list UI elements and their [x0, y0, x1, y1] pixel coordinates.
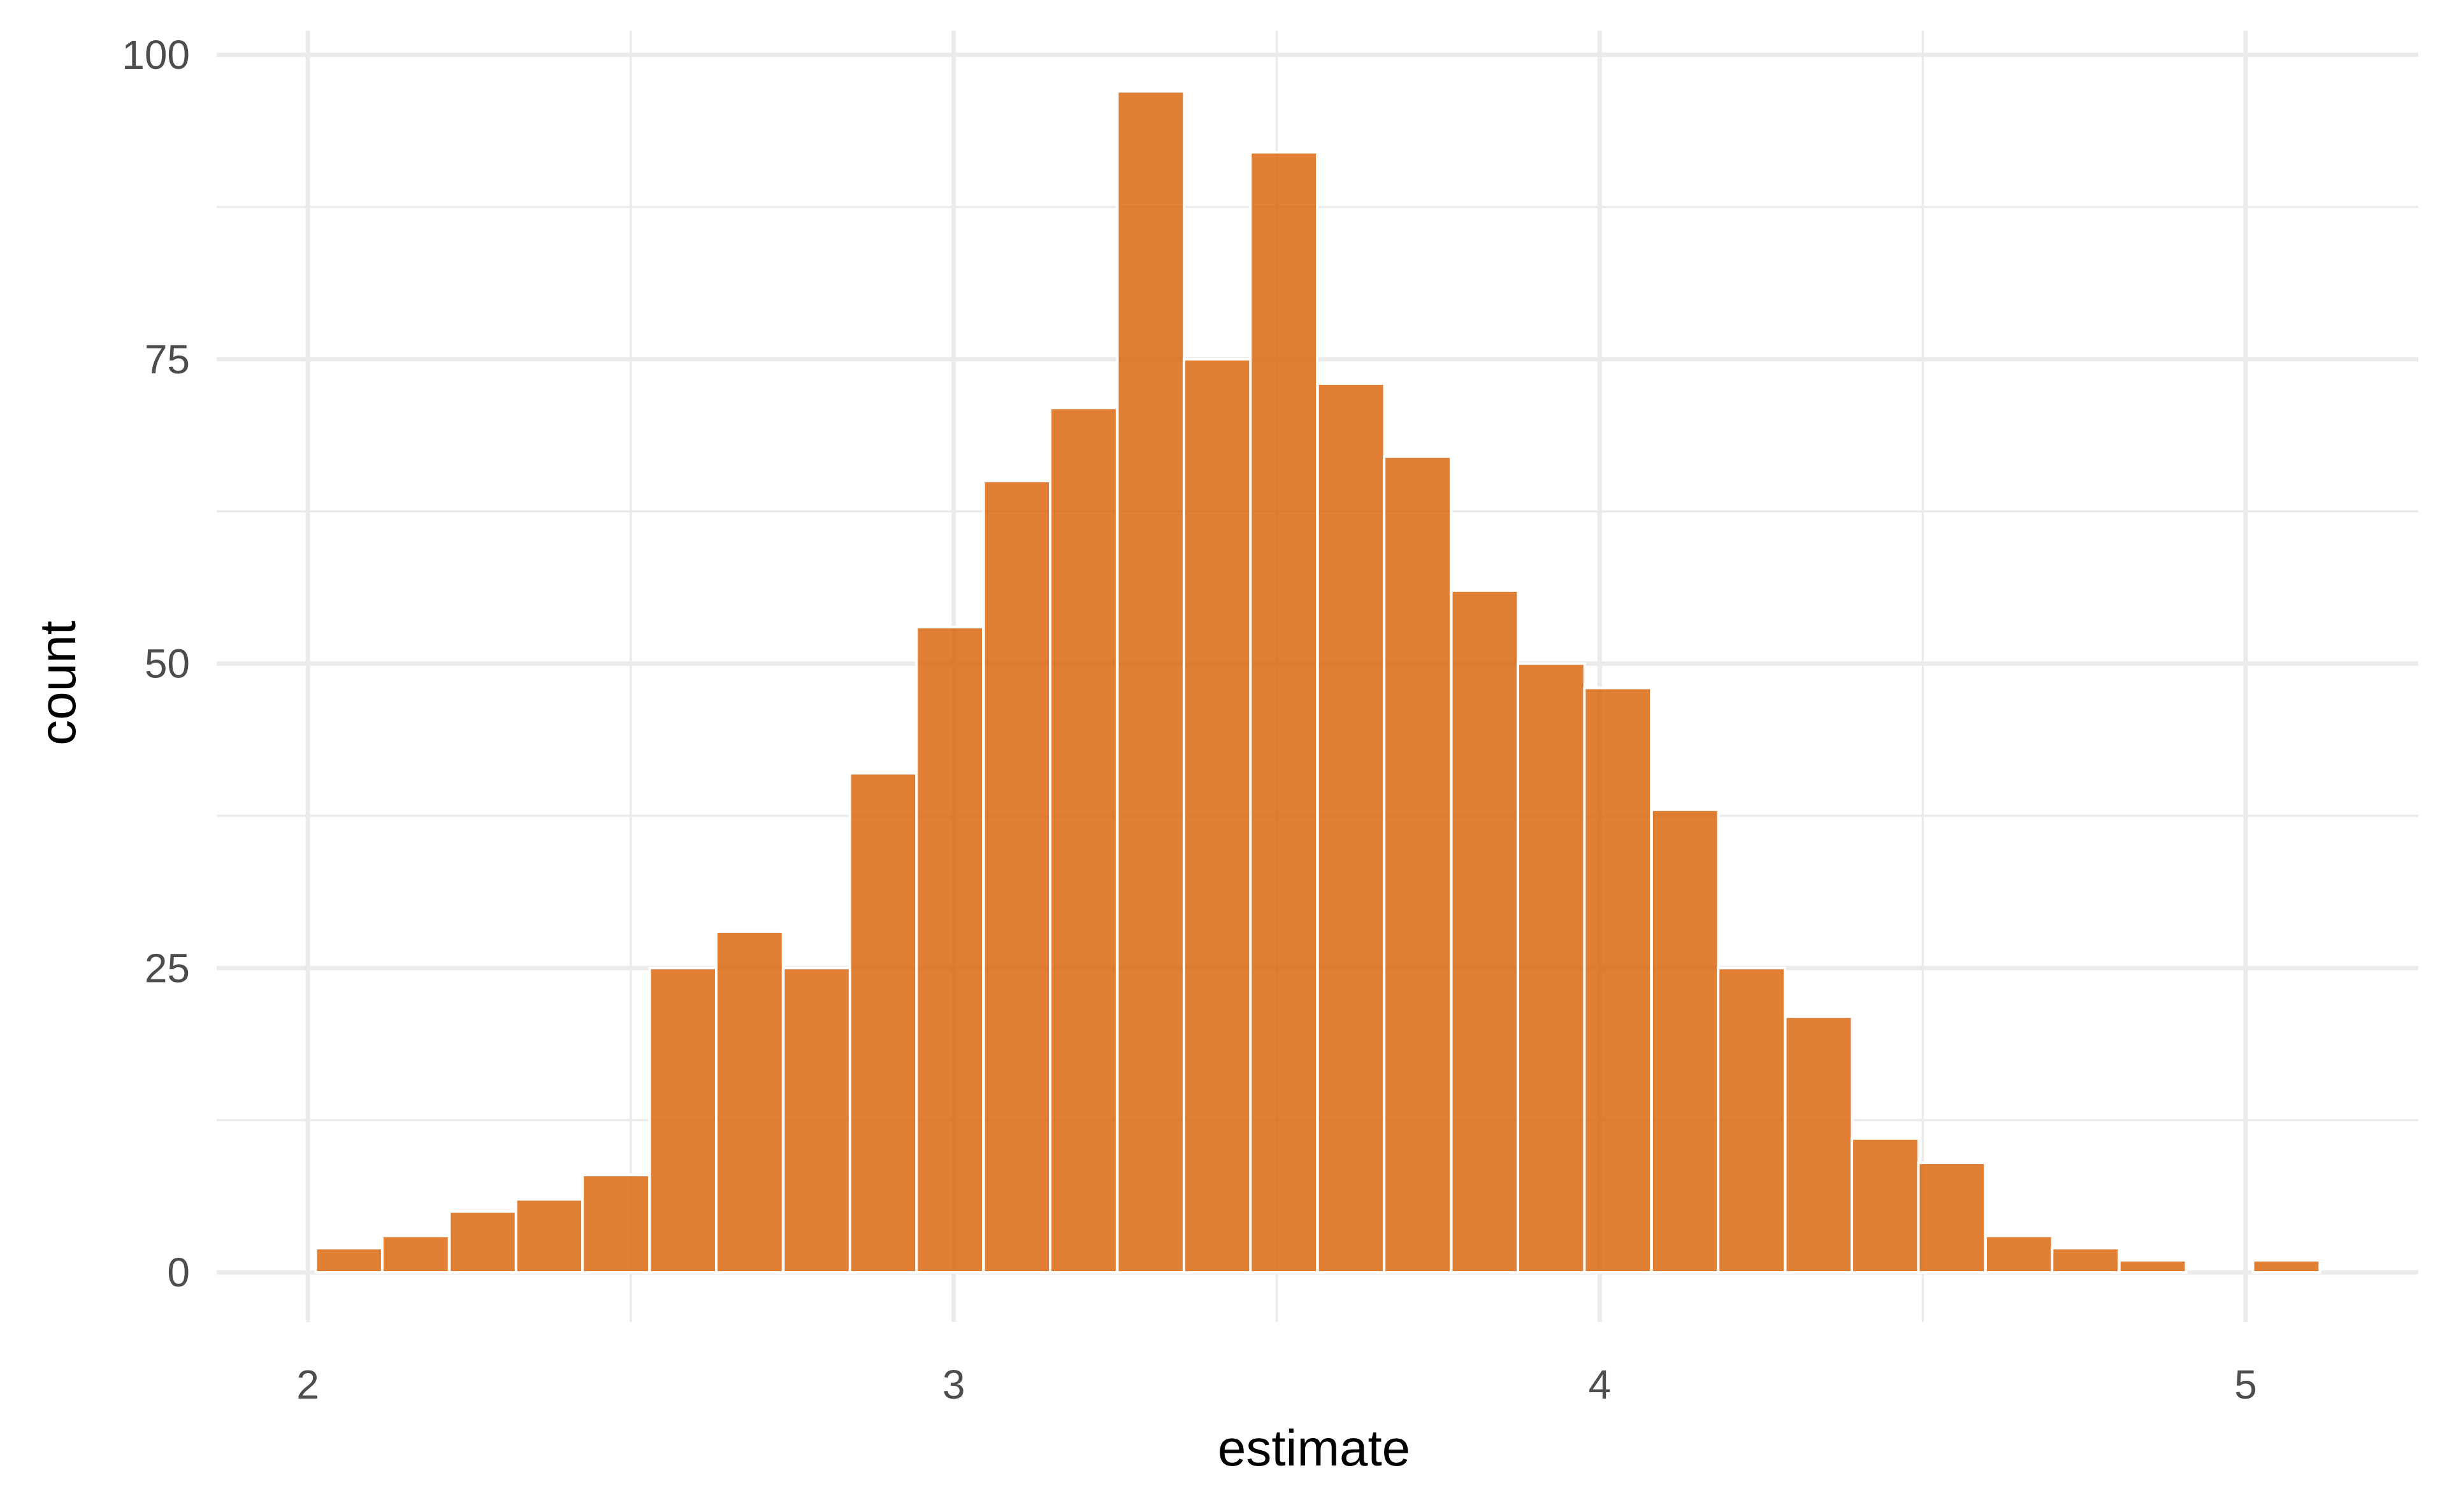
- histogram-bar: [1516, 662, 1586, 1274]
- histogram-bar: [1784, 1015, 1854, 1274]
- x-tick-label: 3: [942, 1362, 965, 1408]
- histogram-bar: [1717, 967, 1787, 1274]
- histogram-bars: [314, 90, 2321, 1274]
- y-tick-label: 100: [122, 32, 190, 78]
- x-tick-label: 2: [296, 1362, 319, 1408]
- y-tick-label: 50: [145, 641, 190, 687]
- y-tick-label: 25: [145, 945, 190, 991]
- plot-panel: [217, 31, 2418, 1322]
- histogram-bar: [448, 1210, 518, 1274]
- y-tick-label: 0: [167, 1249, 190, 1295]
- histogram-bar: [1984, 1234, 2054, 1274]
- histogram-bar: [1049, 407, 1118, 1274]
- histogram-bar: [1450, 589, 1520, 1274]
- histogram-bar: [314, 1246, 384, 1274]
- histogram-bar: [2118, 1258, 2188, 1274]
- y-axis-title: count: [29, 621, 86, 745]
- histogram-bar: [1182, 357, 1252, 1274]
- histogram-bar: [714, 930, 784, 1274]
- histogram-bar: [915, 626, 985, 1274]
- histogram-bar: [581, 1174, 651, 1274]
- histogram-bar: [848, 772, 918, 1274]
- x-tick-label: 4: [1589, 1362, 1612, 1408]
- x-axis-tick-labels: 2 3 4 5: [296, 1362, 2257, 1408]
- histogram-bar: [1316, 382, 1386, 1274]
- histogram-bar: [514, 1198, 584, 1274]
- y-tick-label: 75: [145, 336, 190, 382]
- histogram-bar: [380, 1234, 451, 1274]
- histogram-bar: [1851, 1137, 1920, 1274]
- histogram-bar: [1650, 808, 1720, 1274]
- histogram-bar: [1583, 686, 1653, 1274]
- histogram-bar: [1383, 455, 1452, 1274]
- y-axis-tick-labels: 0 25 50 75 100: [122, 32, 190, 1295]
- histogram-bar: [782, 967, 852, 1274]
- histogram-bar: [1116, 90, 1186, 1274]
- histogram-bar: [982, 479, 1052, 1274]
- histogram-bar: [1917, 1162, 1987, 1274]
- x-axis-title: estimate: [1218, 1420, 1410, 1476]
- histogram-bar: [2251, 1258, 2321, 1274]
- histogram-bar: [1249, 150, 1319, 1274]
- histogram-bar: [2051, 1246, 2121, 1274]
- histogram-bar: [648, 967, 718, 1274]
- x-tick-label: 5: [2234, 1362, 2257, 1408]
